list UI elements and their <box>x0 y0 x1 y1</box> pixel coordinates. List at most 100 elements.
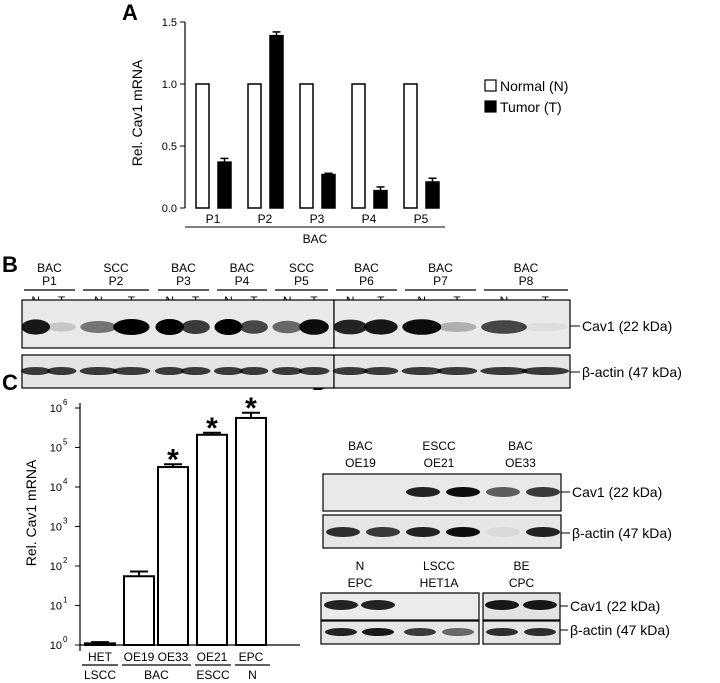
chart-c-ytick-label: 10 <box>50 443 62 455</box>
chart-c-category-label: OE19 <box>124 650 155 664</box>
blot-d-top-cav1-band <box>486 487 520 497</box>
chart-c-ytick-exponent: 3 <box>63 517 68 526</box>
chart-c-ytick-label: 10 <box>50 561 62 573</box>
chart-c-group-label: N <box>248 668 257 682</box>
blot-b-patient-id: P6 <box>359 274 374 288</box>
blot-d-top-actin-band <box>406 527 440 537</box>
blot-d-bottom-actin-right-strip <box>482 620 561 645</box>
blot-b-cav1-band <box>113 319 150 335</box>
chart-a-ytick-label: 0.5 <box>162 141 177 153</box>
blot-d-top-type: BAC <box>348 439 373 453</box>
blot-b-patient-type: BAC <box>428 261 453 275</box>
blot-b-cav1-band <box>522 322 569 332</box>
blot-b-cav1-band <box>181 320 210 334</box>
blot-b-actin-band <box>298 367 330 375</box>
blot-b-cav1-band <box>299 319 329 335</box>
blot-b-patient-type: SCC <box>289 261 315 275</box>
chart-c-group-label: ESCC <box>196 668 230 682</box>
chart-c-group-label: BAC <box>144 668 169 682</box>
blot-b-actin-band <box>20 367 51 375</box>
chart-c-ytick-exponent: 5 <box>63 438 68 447</box>
chart-c-bar <box>196 433 228 646</box>
blot-d-top-actin-band <box>366 527 400 537</box>
blot-d-bottom-actin-band <box>325 628 357 636</box>
chart-a-bar <box>425 181 440 209</box>
chart-a-category-label: P1 <box>206 212 221 226</box>
blot-d-top-type: ESCC <box>422 439 456 453</box>
chart-c-ytick-label: 10 <box>50 482 62 494</box>
blot-b-patient-id: P4 <box>235 274 250 288</box>
blot-d-top-id: OE21 <box>424 456 455 470</box>
chart-c-bar <box>84 642 116 647</box>
blot-b-actin-band <box>46 367 77 375</box>
chart-a: Rel. Cav1 mRNA BAC 0.0 0.5 1.0 1.5 P1 P2 P3 P4… <box>129 17 568 246</box>
blot-b-cav1-band <box>155 319 185 335</box>
blot-b-patient-type: BAC <box>514 261 539 275</box>
chart-a-ylabel: Rel. Cav1 mRNA <box>129 59 145 166</box>
blot-b-actin-band <box>480 367 528 375</box>
chart-a-group-label: BAC <box>303 232 328 246</box>
chart-c-bar <box>157 466 189 646</box>
blot-d-bottom-actin-band <box>486 628 518 636</box>
chart-a-category-label: P2 <box>258 212 273 226</box>
chart-c-category-label: EPC <box>239 650 264 664</box>
blot-d-bottom-cav1-label: Cav1 (22 kDa) <box>570 598 660 614</box>
blot-d-bottom-type: BE <box>513 559 529 573</box>
chart-c-ytick-label: 10 <box>50 522 62 534</box>
blot-b-patient-id: P1 <box>42 274 57 288</box>
chart-a-bar <box>299 83 314 209</box>
blot-d-bottom-actin-band <box>524 628 556 636</box>
chart-c-ytick-exponent: 6 <box>63 398 68 407</box>
blot-b-patient-type: BAC <box>171 261 196 275</box>
chart-a-bar <box>373 189 388 209</box>
blot-d-bottom-id: EPC <box>348 576 373 590</box>
chart-c-ylabel: Rel. Cav1 mRNA <box>23 459 39 566</box>
blot-b-cav1-band <box>21 319 51 335</box>
western-blot-b: BACP1NTSCCP2NTBACP3NTBACP4NTSCCP5NTBACP6… <box>20 261 682 389</box>
chart-c-ytick-label: 10 <box>50 640 62 652</box>
blot-d-bottom-actin-band <box>362 628 394 636</box>
blot-d-top-cav1-band <box>446 487 480 497</box>
blot-d-top-actin-band <box>486 527 520 537</box>
chart-c-ytick-label: 10 <box>50 601 62 613</box>
blot-d-bottom-type: N <box>356 559 365 573</box>
blot-b-cav1-right-strip <box>333 299 571 349</box>
blot-d-bottom-cav1-band <box>485 600 519 610</box>
blot-d-top-actin-band <box>526 527 560 537</box>
blot-d-bottom-actin-band <box>404 628 436 636</box>
western-blot-d: BAC OE19 ESCC OE21 BAC OE33 N EPC LSCC HET1A BE CPC… <box>320 439 672 645</box>
blot-d-top-id: OE19 <box>345 456 376 470</box>
blot-b-actin-band <box>521 367 570 375</box>
blot-b-actin-band <box>213 367 244 375</box>
blot-b-cav1-band <box>47 322 76 332</box>
blot-b-cav1-band <box>80 321 117 333</box>
blot-b-actin-band <box>112 367 151 375</box>
chart-a-category-label: P5 <box>414 212 429 226</box>
chart-c-ytick-exponent: 0 <box>63 635 68 644</box>
legend-label-tumor: Tumor (T) <box>500 99 562 115</box>
chart-c-category-label: HET <box>88 650 113 664</box>
chart-a-bar <box>269 34 284 209</box>
blot-b-cav1-band <box>481 320 527 334</box>
blot-b-actin-band <box>154 367 185 375</box>
blot-b-actin-band <box>401 367 442 375</box>
blot-b-patient-type: BAC <box>37 261 62 275</box>
blot-d-bottom-cav1-band <box>324 600 358 610</box>
legend-swatch-tumor <box>484 100 497 113</box>
chart-a-bar <box>321 173 336 209</box>
panel-letter-c: C <box>2 370 18 395</box>
chart-a-ytick-label: 0.0 <box>162 203 177 215</box>
chart-a-bar <box>217 161 232 209</box>
blot-d-bottom-actin-label: β-actin (47 kDa) <box>570 622 670 638</box>
blot-d-bottom-actin-band <box>442 628 474 636</box>
blot-d-bottom-actin-left-strip <box>320 620 480 645</box>
blot-b-cav1-band <box>333 319 368 335</box>
chart-c-bar <box>235 416 267 646</box>
blot-d-top-actin-label: β-actin (47 kDa) <box>572 525 672 541</box>
chart-c-significance-star: * <box>167 443 179 476</box>
blot-d-top-actin-strip <box>322 514 562 549</box>
chart-c-group-label: LSCC <box>84 668 116 682</box>
blot-d-top-actin-band <box>446 527 480 537</box>
chart-a-bar <box>403 83 418 209</box>
